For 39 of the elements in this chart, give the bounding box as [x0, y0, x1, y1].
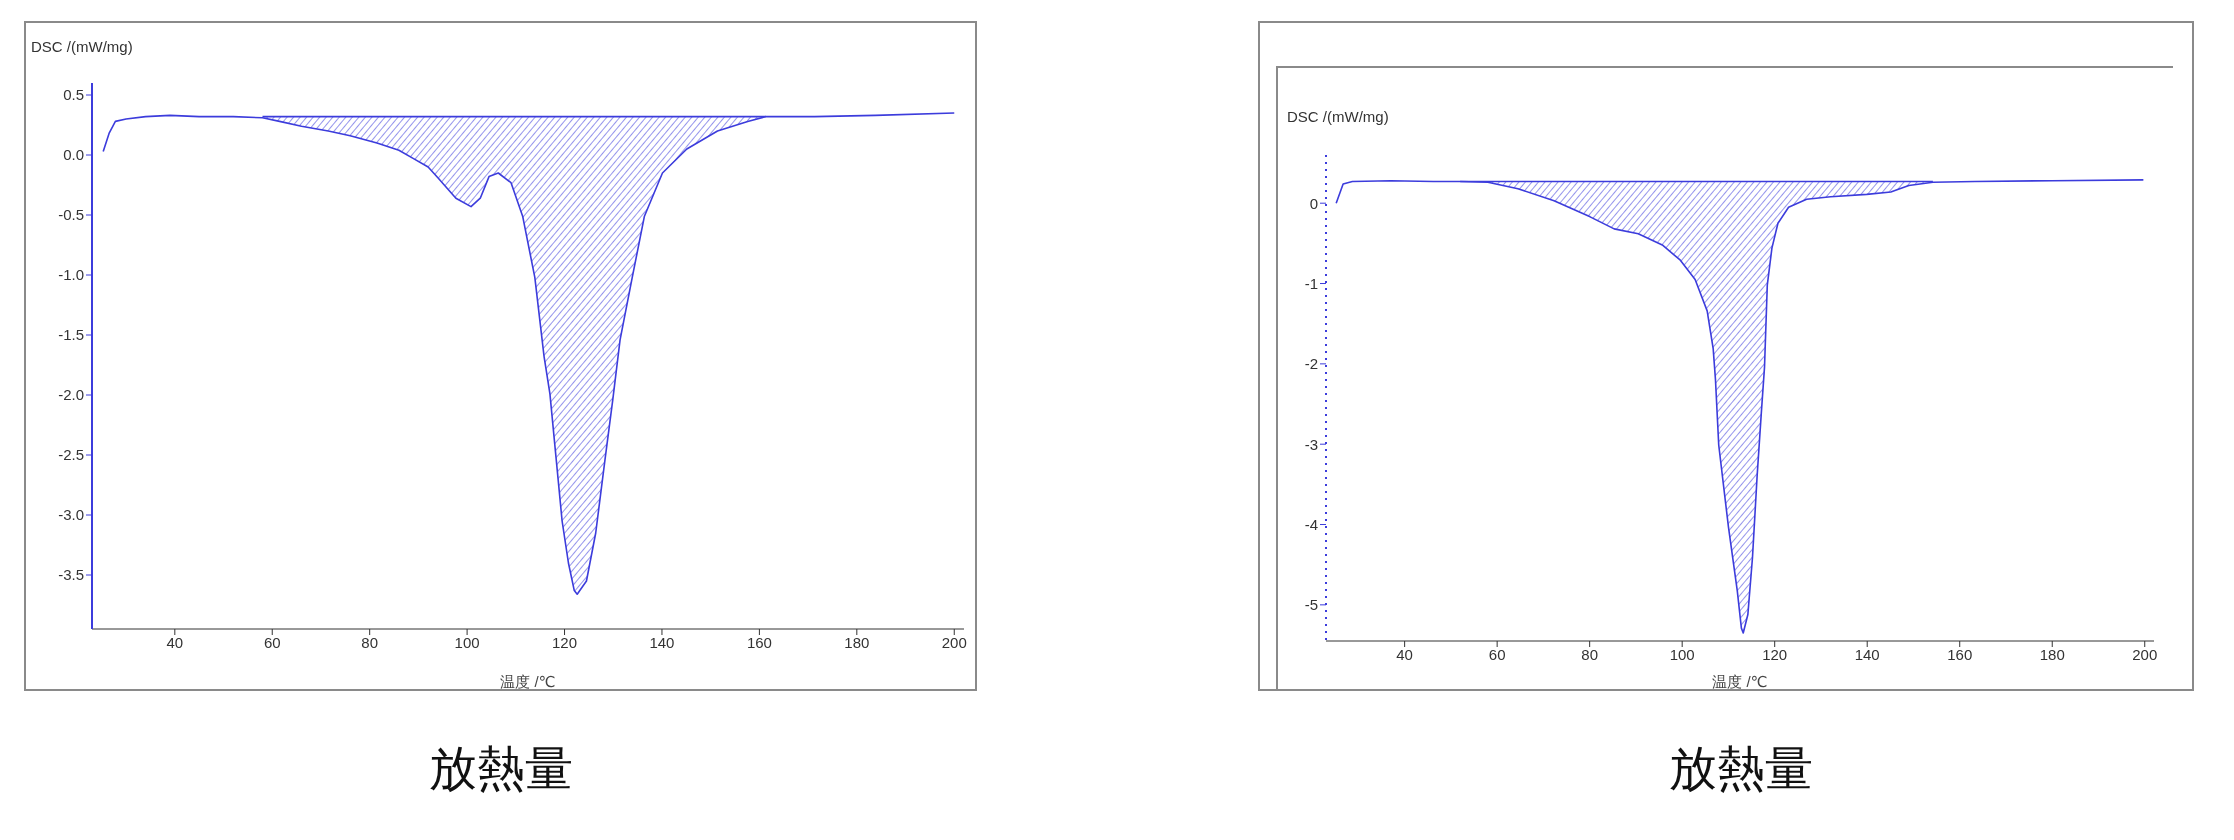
x-tick-label: 160 — [1947, 645, 1973, 663]
x-tick-label: 140 — [649, 633, 675, 651]
y-tick-label: 0.0 — [63, 146, 84, 164]
y-tick-label: -5 — [1304, 596, 1318, 614]
y-tick-label: -3.0 — [58, 506, 84, 524]
x-tick-label: 80 — [361, 633, 379, 651]
text: 放熱量 — [1668, 739, 1814, 797]
y-tick-label: -2 — [1304, 355, 1318, 373]
x-tick-label: 160 — [746, 633, 772, 651]
y-tick-label: -2.0 — [58, 386, 84, 404]
y-tick-label: -3 — [1304, 435, 1318, 453]
x-tick-label: 100 — [454, 633, 480, 651]
y-tick-label: -1.0 — [58, 266, 84, 284]
x-tick-label: 40 — [166, 633, 184, 651]
y-axis-title: DSC /(mW/mg) — [31, 38, 133, 55]
x-tick-label: 100 — [1669, 645, 1695, 663]
y-tick-label: 0.5 — [63, 86, 84, 104]
x-tick-label: 180 — [2039, 645, 2065, 663]
x-axis-title: 温度 /℃ — [500, 673, 556, 690]
x-tick-label: 60 — [1488, 645, 1506, 663]
y-tick-label: 0 — [1309, 194, 1318, 212]
x-axis-title: 温度 /℃ — [1712, 673, 1768, 690]
y-tick-label: -4 — [1304, 515, 1318, 533]
text: 放熱量 — [427, 739, 574, 797]
x-tick-label: 60 — [263, 633, 281, 651]
x-tick-label: 120 — [1762, 645, 1788, 663]
x-tick-label: 200 — [941, 633, 967, 651]
x-tick-label: 80 — [1581, 645, 1599, 663]
x-tick-label: 40 — [1396, 645, 1413, 663]
y-tick-label: -3.5 — [58, 566, 84, 584]
y-tick-label: -0.5 — [58, 206, 84, 224]
x-tick-label: 200 — [2132, 645, 2158, 663]
y-tick-label: -1 — [1304, 274, 1318, 292]
x-tick-label: 140 — [1854, 645, 1880, 663]
y-axis-title: DSC /(mW/mg) — [1287, 108, 1389, 125]
x-tick-label: 180 — [844, 633, 870, 651]
y-tick-label: -1.5 — [58, 326, 84, 344]
x-tick-label: 120 — [552, 633, 578, 651]
y-tick-label: -2.5 — [58, 446, 84, 464]
